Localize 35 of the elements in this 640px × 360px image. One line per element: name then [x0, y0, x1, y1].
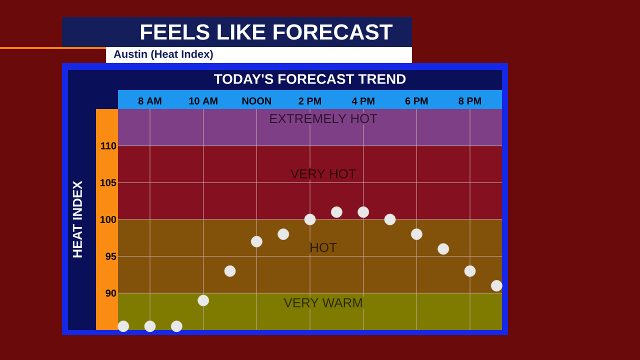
point: [438, 243, 450, 255]
band-label: VERY WARM: [284, 298, 362, 308]
point: [410, 228, 422, 240]
point: [118, 320, 130, 332]
point: [330, 206, 342, 218]
band-label: EXTREMELY HOT: [270, 114, 378, 124]
band-label: HOT: [310, 242, 337, 252]
x-tick-label: 4 PM: [352, 98, 374, 104]
text: TODAY'S FORECAST TREND: [214, 74, 406, 84]
chart-subtitle: Austin (Heat Index): [114, 50, 213, 60]
point: [278, 228, 290, 240]
y-tick-label: 100: [100, 216, 116, 224]
x-tick-label: NOON: [242, 97, 271, 104]
point: [144, 320, 156, 332]
y-tick-label: 110: [101, 142, 116, 150]
chart-title: FEELS LIKE FORECAST: [140, 24, 393, 40]
point: [170, 320, 182, 332]
x-tick-label: 2 PM: [298, 98, 321, 104]
point: [250, 236, 262, 248]
point: [304, 214, 316, 226]
y-axis-title: HEAT INDEX: [72, 180, 82, 258]
point: [490, 280, 502, 292]
point: [384, 214, 396, 226]
y-tick-label: 90: [106, 290, 116, 297]
y-tick-label: 105: [100, 179, 116, 186]
point: [198, 294, 210, 306]
band-label: VERY HOT: [290, 169, 356, 178]
x-tick-label: 8 AM: [138, 97, 162, 104]
point: [464, 265, 476, 277]
point: [358, 206, 370, 218]
x-tick-label: 10 AM: [189, 97, 218, 104]
x-tick-label: 8 PM: [458, 97, 481, 104]
point: [224, 265, 236, 277]
x-tick-label: 6 PM: [405, 97, 428, 104]
y-tick-label: 95: [106, 252, 116, 260]
